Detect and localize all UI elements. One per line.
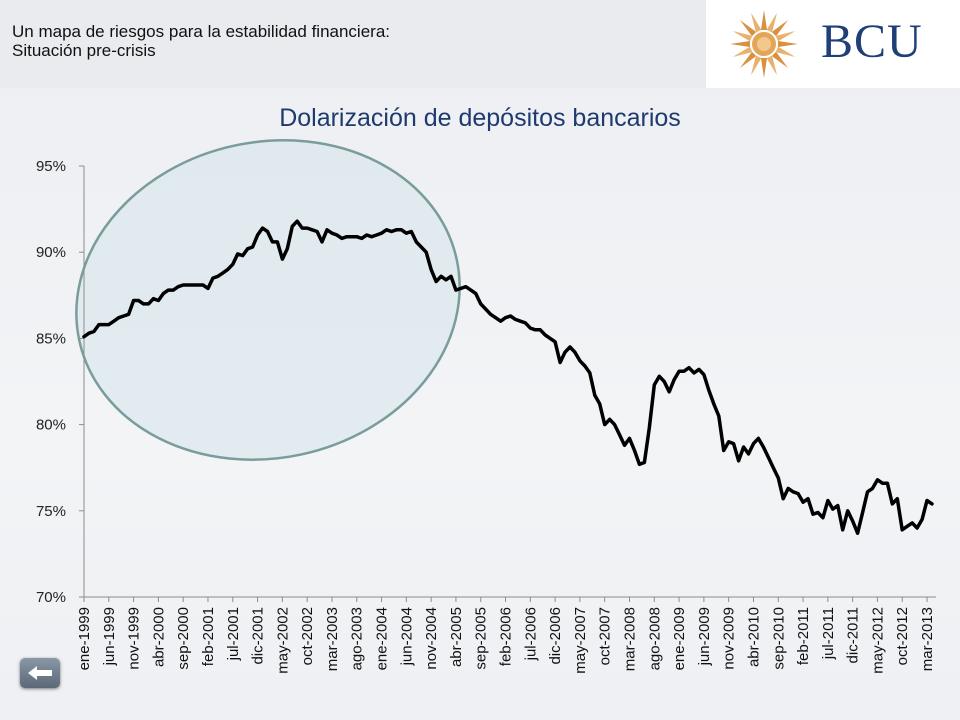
- x-tick-label: feb-2006: [498, 607, 515, 666]
- chart-title: Dolarización de depósitos bancarios: [279, 104, 681, 132]
- slide-header-title: Un mapa de riesgos para la estabilidad f…: [12, 22, 391, 60]
- x-tick-label: abr-2005: [448, 607, 465, 667]
- x-tick-label: oct-2012: [894, 607, 911, 665]
- bcu-logo: BCU: [706, 0, 960, 88]
- x-tick-label: dic-2001: [250, 607, 267, 665]
- y-tick-label: 85%: [36, 330, 66, 347]
- x-tick-label: sep-2005: [473, 607, 490, 670]
- x-tick-label: nov-1999: [126, 607, 143, 670]
- x-tick-label: jul-2006: [522, 607, 539, 661]
- x-tick-label: jul-2001: [225, 607, 242, 661]
- x-tick-label: may-2007: [572, 607, 589, 674]
- x-tick-label: jun-2009: [696, 607, 713, 666]
- x-tick-label: dic-2006: [547, 607, 564, 665]
- back-arrow-icon: [28, 666, 52, 680]
- x-tick-label: oct-2002: [299, 607, 316, 665]
- y-tick-label: 90%: [36, 244, 66, 261]
- x-tick-label: jun-2004: [398, 607, 415, 666]
- x-tick-label: ago-2008: [646, 607, 663, 670]
- y-tick-label: 95%: [36, 158, 66, 175]
- y-tick-label: 75%: [36, 503, 66, 520]
- x-tick-label: ene-1999: [76, 607, 93, 670]
- x-tick-label: may-2012: [869, 607, 886, 674]
- sun-icon: [730, 10, 798, 78]
- back-button[interactable]: [20, 658, 60, 688]
- logo-text: BCU: [821, 15, 923, 68]
- x-tick-label: dic-2011: [845, 607, 862, 663]
- x-tick-label: may-2002: [274, 607, 291, 674]
- x-tick-label: jul-2011: [820, 607, 837, 660]
- x-tick-label: mar-2013: [919, 607, 936, 671]
- x-tick-label: oct-2007: [597, 607, 614, 665]
- pre-crisis-highlight: [75, 139, 461, 461]
- x-tick-label: sep-2000: [175, 607, 192, 670]
- x-tick-label: ene-2004: [374, 607, 391, 670]
- x-tick-label: jun-1999: [101, 607, 118, 666]
- y-tick-label: 70%: [36, 589, 66, 606]
- x-tick-label: feb-2011: [795, 607, 812, 665]
- x-tick-label: nov-2009: [721, 607, 738, 670]
- x-tick-label: abr-2010: [745, 607, 762, 667]
- series-line-dolarizacion: [82, 219, 934, 535]
- x-tick-label: ago-2003: [349, 607, 366, 670]
- x-tick-label: mar-2008: [621, 607, 638, 671]
- x-tick-label: nov-2004: [423, 607, 440, 670]
- y-tick-label: 80%: [36, 417, 66, 434]
- x-tick-label: feb-2001: [200, 607, 217, 666]
- x-tick-label: abr-2000: [150, 607, 167, 667]
- x-tick-label: sep-2010: [770, 607, 787, 670]
- x-tick-label: ene-2009: [671, 607, 688, 670]
- x-tick-label: mar-2003: [324, 607, 341, 671]
